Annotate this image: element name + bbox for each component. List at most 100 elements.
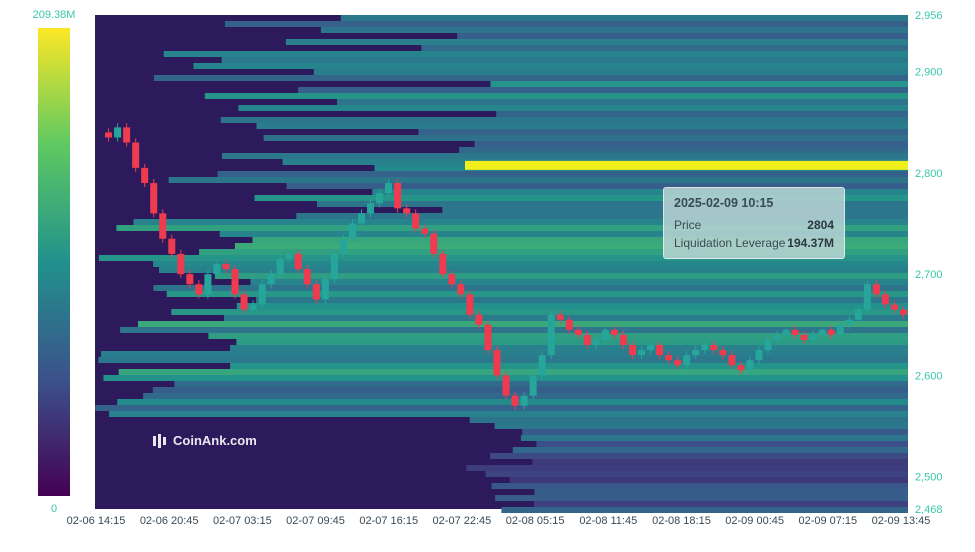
candle-body xyxy=(809,334,817,340)
colorbar-max-label: 209.38M xyxy=(33,9,76,21)
candle-body xyxy=(800,334,808,340)
heat-band xyxy=(501,507,908,513)
heat-band xyxy=(372,189,908,195)
hot-liquidation-level xyxy=(465,160,908,170)
candle-body xyxy=(890,304,898,310)
candle-body xyxy=(529,375,537,396)
candle-body xyxy=(547,314,555,356)
coinank-logo-icon xyxy=(153,433,166,448)
heat-band xyxy=(163,51,908,57)
tooltip-title: 2025-02-09 10:15 xyxy=(674,196,774,210)
y-tick-label: 2,500 xyxy=(915,472,943,484)
candle-body xyxy=(466,294,474,315)
candle-body xyxy=(159,213,167,239)
heat-band xyxy=(256,123,908,129)
heat-band xyxy=(168,177,908,183)
heat-band xyxy=(317,201,908,207)
heat-band xyxy=(520,435,908,441)
candle-body xyxy=(728,355,736,366)
heat-band xyxy=(496,111,908,117)
candle-body xyxy=(394,183,402,209)
candle-body xyxy=(601,329,609,340)
candle-body xyxy=(132,142,140,168)
candle-body xyxy=(475,314,483,325)
heat-band xyxy=(286,183,908,189)
candle-body xyxy=(457,284,465,295)
heat-band xyxy=(320,27,909,33)
candle-body xyxy=(484,324,492,351)
candle-body xyxy=(321,279,329,300)
candle-body xyxy=(520,395,528,406)
candle-body xyxy=(312,284,320,300)
heat-band xyxy=(95,405,908,411)
candle-body xyxy=(872,284,880,295)
candle-body xyxy=(511,395,519,406)
candle-body xyxy=(195,284,203,295)
candle-body xyxy=(746,360,754,371)
candle-body xyxy=(881,294,889,305)
heat-band xyxy=(217,171,909,177)
candle-body xyxy=(357,213,365,224)
y-tick-label: 2,700 xyxy=(915,269,943,281)
candle-body xyxy=(150,183,158,214)
candle-body xyxy=(619,334,627,346)
candle-body xyxy=(141,167,149,184)
x-tick-label: 02-07 09:45 xyxy=(286,515,345,527)
heat-band xyxy=(109,411,909,417)
heat-band xyxy=(219,231,909,237)
candle-body xyxy=(592,339,600,346)
candle-body xyxy=(574,329,582,335)
tooltip-price-value: 2804 xyxy=(807,218,834,232)
candle-body xyxy=(628,345,636,356)
candle-body xyxy=(186,274,194,285)
heat-band xyxy=(220,117,909,123)
candle-body xyxy=(276,258,284,275)
heat-band xyxy=(252,237,908,243)
y-tick-label: 2,468 xyxy=(915,504,943,516)
candle-body xyxy=(863,284,871,310)
x-tick-label: 02-07 16:15 xyxy=(359,515,418,527)
heat-band xyxy=(171,309,909,315)
candle-body xyxy=(764,339,772,351)
candle-body xyxy=(412,213,420,229)
heat-band xyxy=(491,483,908,489)
candle-body xyxy=(701,345,709,351)
candle-body xyxy=(556,314,564,320)
candle-body xyxy=(348,223,356,239)
heat-band xyxy=(193,63,909,69)
watermark-text: CoinAnk.com xyxy=(173,433,257,448)
candle-body xyxy=(303,269,311,285)
heat-band xyxy=(98,255,909,261)
candle-body xyxy=(285,253,293,259)
candle-body xyxy=(899,309,907,315)
candle-body xyxy=(367,203,375,214)
heat-band xyxy=(223,315,908,321)
candle-body xyxy=(818,329,826,335)
tooltip-price-label: Price xyxy=(674,218,702,232)
colorbar xyxy=(38,28,70,496)
heat-band xyxy=(238,105,909,111)
heat-band xyxy=(263,135,908,141)
candle-body xyxy=(123,127,131,143)
heat-band xyxy=(234,243,908,249)
candle-body xyxy=(267,274,275,285)
candle-body xyxy=(294,253,302,270)
x-axis: 02-06 14:15 02-06 20:45 02-07 03:15 02-07 0… xyxy=(67,515,931,527)
x-tick-label: 02-08 18:15 xyxy=(652,515,711,527)
heat-band xyxy=(533,501,908,507)
heat-band xyxy=(230,345,909,351)
heat-band xyxy=(509,477,908,483)
candle-body xyxy=(231,269,239,295)
candle-body xyxy=(168,238,176,254)
heat-band xyxy=(532,459,908,465)
candle-body xyxy=(737,365,745,371)
y-tick-label: 2,956 xyxy=(915,10,943,22)
y-tick-label: 2,800 xyxy=(915,168,943,180)
heat-band xyxy=(98,357,909,363)
heat-band xyxy=(421,45,908,51)
tooltip-leverage-label: Liquidation Leverage xyxy=(674,236,786,250)
candle-body xyxy=(421,228,429,234)
candle-body xyxy=(385,183,393,194)
